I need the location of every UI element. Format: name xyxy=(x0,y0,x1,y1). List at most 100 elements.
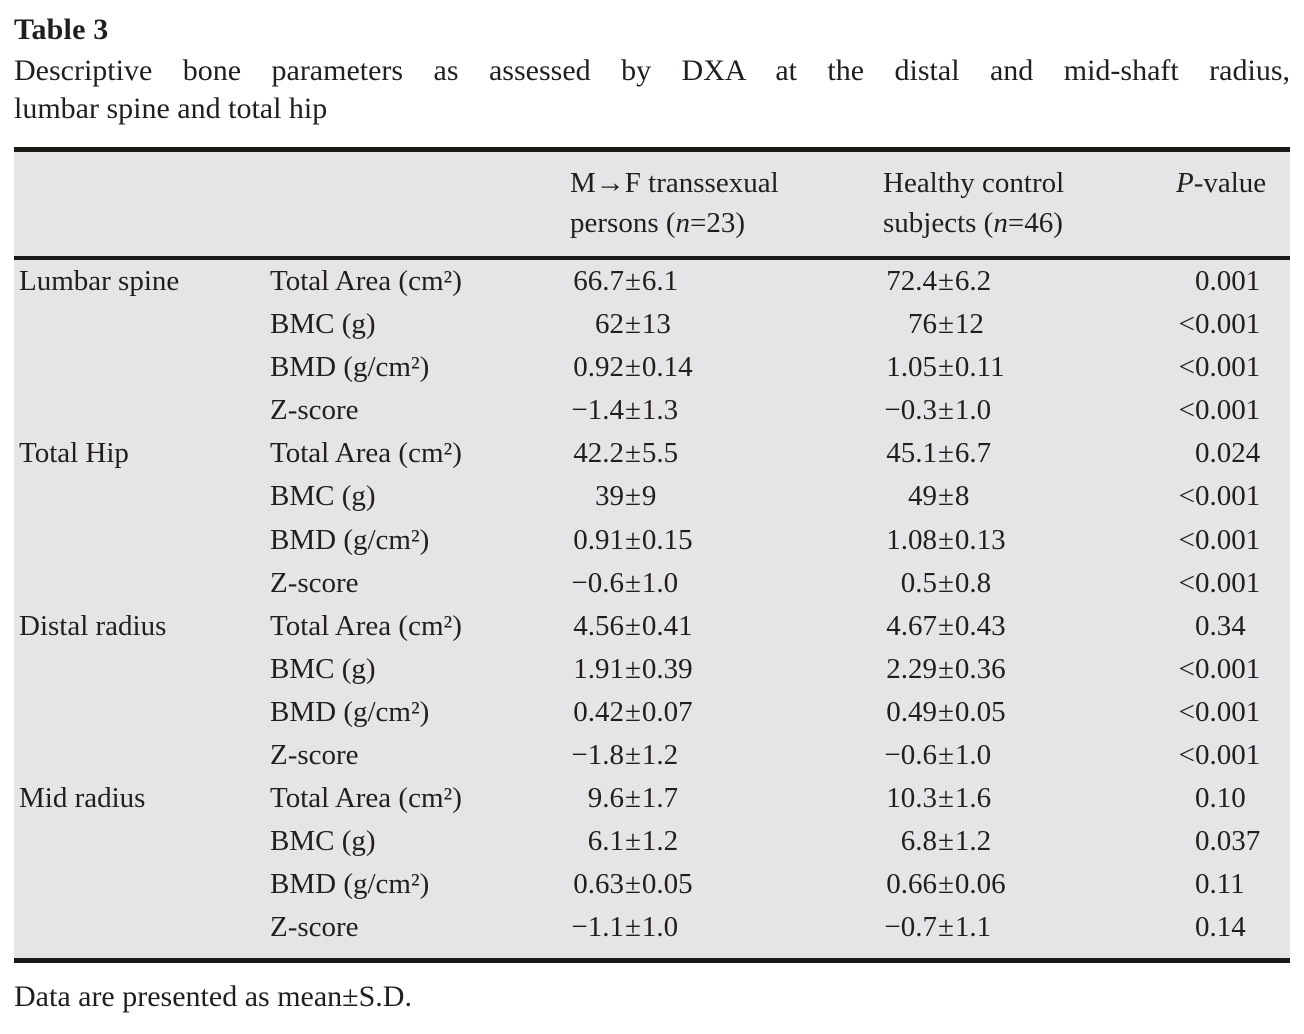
table-row: Z-score −0.6 ±1.0 0.5 ±0.8 <0.001 xyxy=(14,562,1290,605)
control-value: −0.6 ±1.0 xyxy=(883,734,1170,777)
region-label xyxy=(14,475,270,518)
p-number: 0.001 xyxy=(1195,351,1261,384)
sd-value: 1.2 xyxy=(641,825,679,858)
p-value: 0.001 xyxy=(1170,260,1290,303)
column-header-pvalue: P-value xyxy=(1176,167,1267,199)
plus-minus-sign: ± xyxy=(625,825,641,858)
region-label xyxy=(14,820,270,863)
control-value: 76 ±12 xyxy=(883,303,1170,346)
table-caption: Descriptive bone parameters as assessed … xyxy=(14,52,1290,128)
p-number: 0.001 xyxy=(1195,695,1261,728)
control-value: 45.1 ±6.7 xyxy=(883,432,1170,475)
less-than-sign: < xyxy=(1178,480,1195,513)
table-bottom-rule xyxy=(14,957,1290,963)
transsexual-value: 1.91 ±0.39 xyxy=(570,648,883,691)
table-number-title: Table 3 xyxy=(14,13,109,46)
sd-value: 1.3 xyxy=(641,394,679,427)
plus-minus-sign: ± xyxy=(625,308,641,341)
mean-value: −1.1 xyxy=(571,911,624,944)
parameter-label: Total Area (cm²) xyxy=(270,265,462,297)
control-value: 0.5 ±0.8 xyxy=(883,562,1170,605)
p-value: <0.001 xyxy=(1170,475,1290,518)
region-label xyxy=(14,906,270,949)
table-row: BMC (g) 1.91 ±0.39 2.29 ±0.36 <0.001 xyxy=(14,648,1290,691)
plus-minus-sign: ± xyxy=(938,265,954,297)
plus-minus-sign: ± xyxy=(625,566,641,599)
sd-value: 0.43 xyxy=(954,609,1006,642)
parameter-label: Z-score xyxy=(270,911,359,944)
p-value: 0.10 xyxy=(1170,777,1290,820)
sd-value: 0.07 xyxy=(641,695,693,728)
region-label xyxy=(14,389,270,432)
plus-minus-sign: ± xyxy=(625,652,641,685)
sd-value: 1.0 xyxy=(641,566,679,599)
sd-value: 1.2 xyxy=(954,825,992,858)
region-label: Total Hip xyxy=(19,437,129,470)
sd-value: 1.7 xyxy=(641,782,679,815)
mean-value: 4.56 xyxy=(573,609,624,642)
parameter-label: BMD (g/cm²) xyxy=(270,868,430,901)
transsexual-value: 62 ±13 xyxy=(570,303,883,346)
caption-line-2: lumbar spine and total hip xyxy=(14,92,328,125)
plus-minus-sign: ± xyxy=(938,652,954,685)
mean-value: 62 xyxy=(595,308,624,341)
plus-minus-sign: ± xyxy=(938,825,954,858)
region-label: Distal radius xyxy=(19,609,167,642)
header-region-spacer xyxy=(14,163,270,243)
p-value: <0.001 xyxy=(1170,562,1290,605)
control-value: 0.66 ±0.06 xyxy=(883,863,1170,906)
parameter-label: BMC (g) xyxy=(270,652,376,685)
mean-value: −0.6 xyxy=(884,739,937,772)
region-label xyxy=(14,303,270,346)
sd-value: 13 xyxy=(641,308,671,341)
sd-value: 0.13 xyxy=(954,523,1006,556)
transsexual-value: 42.2 ±5.5 xyxy=(570,432,883,475)
p-number: 0.34 xyxy=(1195,609,1246,642)
table-row: Z-score −1.8 ±1.2 −0.6 ±1.0 <0.001 xyxy=(14,734,1290,777)
table-row: BMC (g) 6.1 ±1.2 6.8 ±1.2 0.037 xyxy=(14,820,1290,863)
column-header-control: Healthy control subjects (n=46) xyxy=(883,163,1170,243)
plus-minus-sign: ± xyxy=(625,609,641,642)
plus-minus-sign: ± xyxy=(938,609,954,642)
p-number: 0.10 xyxy=(1195,782,1246,815)
mean-value: 1.91 xyxy=(573,652,624,685)
mean-value: 0.66 xyxy=(886,868,937,901)
table-top-rule xyxy=(14,147,1290,152)
p-value: <0.001 xyxy=(1170,346,1290,389)
p-value: 0.024 xyxy=(1170,432,1290,475)
italic-n: n xyxy=(993,207,1008,239)
less-than-sign: < xyxy=(1178,652,1195,685)
p-value: <0.001 xyxy=(1170,389,1290,432)
transsexual-value: −1.8 ±1.2 xyxy=(570,734,883,777)
transsexual-value: 66.7 ±6.1 xyxy=(570,260,883,303)
mean-value: 1.05 xyxy=(886,351,937,384)
table-row: Distal radius Total Area (cm²) 4.56 ±0.41 4.… xyxy=(14,605,1290,648)
plus-minus-sign: ± xyxy=(938,437,954,470)
transsexual-value: 0.91 ±0.15 xyxy=(570,519,883,562)
control-value: −0.7 ±1.1 xyxy=(883,906,1170,949)
region-label xyxy=(14,519,270,562)
table-row: BMC (g) 62 ±13 76 ±12 <0.001 xyxy=(14,303,1290,346)
plus-minus-sign: ± xyxy=(625,394,641,427)
italic-p: P xyxy=(1176,167,1194,199)
plus-minus-sign: ± xyxy=(938,566,954,599)
p-value: 0.14 xyxy=(1170,906,1290,949)
plus-minus-sign: ± xyxy=(625,695,641,728)
p-value: <0.001 xyxy=(1170,303,1290,346)
plus-minus-sign: ± xyxy=(938,782,954,815)
sd-value: 12 xyxy=(954,308,984,341)
plus-minus-sign: ± xyxy=(938,695,954,728)
sd-value: 8 xyxy=(954,480,970,513)
mean-value: 45.1 xyxy=(886,437,937,470)
table-row: Z-score −1.1 ±1.0 −0.7 ±1.1 0.14 xyxy=(14,906,1290,949)
p-number: 0.001 xyxy=(1195,566,1261,599)
table-row: BMD (g/cm²) 0.92 ±0.14 1.05 ±0.11 <0.001 xyxy=(14,346,1290,389)
mean-value: 0.91 xyxy=(573,523,624,556)
parameter-label: Z-score xyxy=(270,566,359,599)
sd-value: 6.2 xyxy=(954,265,992,297)
data-table: M→F transsexual persons (n=23) Healthy c… xyxy=(14,147,1290,963)
region-label: Mid radius xyxy=(19,782,146,815)
mean-value: 10.3 xyxy=(886,782,937,815)
table-row: Lumbar spine Total Area (cm²) 66.7 ±6.1 72.4… xyxy=(14,260,1290,303)
region-label: Lumbar spine xyxy=(19,265,180,297)
